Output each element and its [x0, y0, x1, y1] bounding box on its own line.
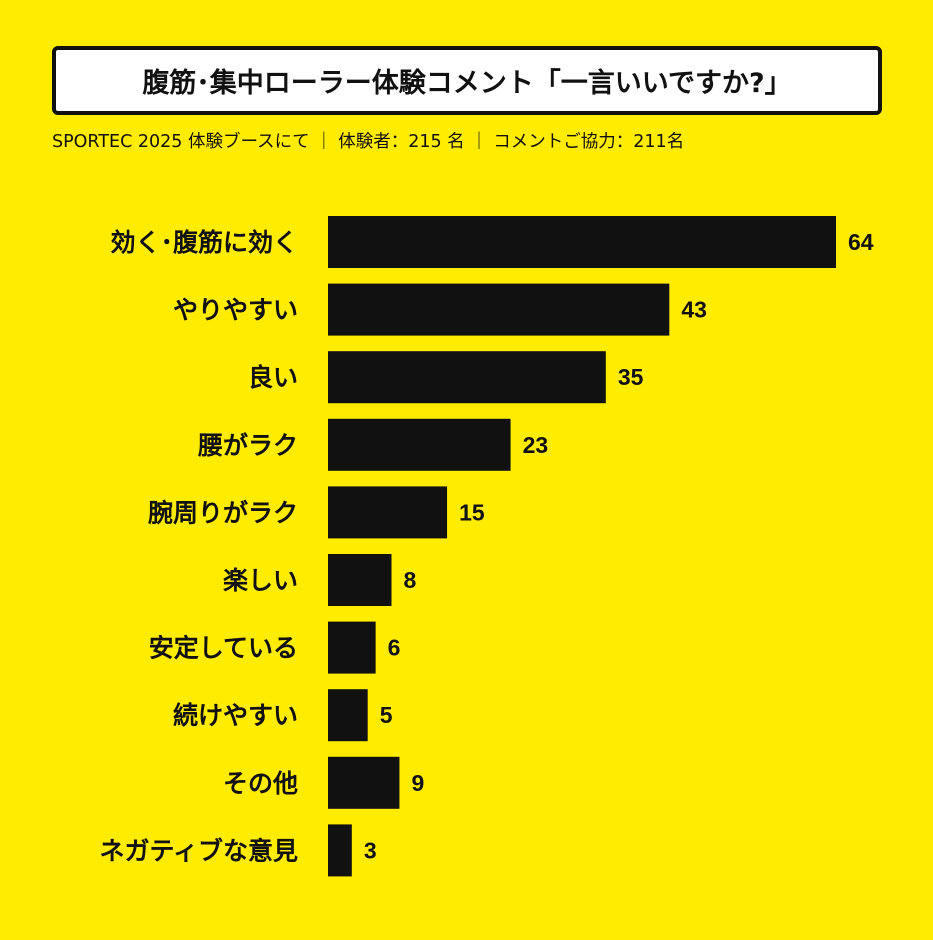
category-label: その他: [223, 769, 298, 798]
bar: [328, 418, 511, 471]
value-label: 35: [618, 364, 644, 390]
bar: [328, 554, 392, 606]
category-label: やりやすい: [173, 296, 298, 325]
category-label: 楽しい: [223, 566, 298, 595]
category-label: 安定している: [149, 634, 298, 663]
chart-title: 腹筋･集中ローラー体験コメント「一言いいですか?」: [52, 46, 882, 115]
value-label: 15: [459, 499, 485, 525]
category-label: 効く･腹筋に効く: [110, 228, 298, 257]
category-label: 腰がラク: [197, 431, 298, 460]
bar: [328, 283, 670, 336]
value-label: 8: [404, 567, 417, 593]
bar: [328, 689, 368, 742]
bar: [328, 621, 376, 674]
chart-subtitle: SPORTEC 2025 体験ブースにて ｜ 体験者：215 名 ｜ コメントご…: [52, 132, 685, 152]
bar: [328, 756, 400, 809]
value-label: 43: [681, 297, 707, 323]
category-label: 良い: [248, 363, 298, 392]
bar: [328, 351, 606, 404]
value-label: 9: [411, 770, 424, 796]
value-label: 6: [388, 635, 401, 661]
bar: [328, 824, 352, 877]
value-label: 23: [523, 432, 549, 458]
category-label: 続けやすい: [173, 701, 298, 730]
value-label: 5: [380, 702, 393, 728]
value-label: 3: [364, 837, 377, 863]
bar: [328, 486, 448, 539]
value-label: 64: [848, 229, 874, 255]
category-label: 腕周りがラク: [147, 498, 298, 527]
bar: [328, 216, 836, 268]
category-label: ネガティブな意見: [99, 836, 298, 865]
